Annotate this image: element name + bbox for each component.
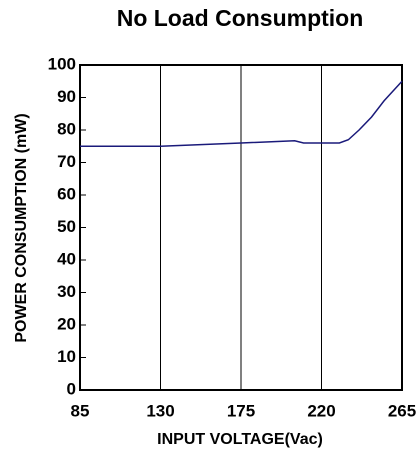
y-tick-label: 50 [57,217,76,236]
y-tick-label: 100 [48,54,76,73]
x-tick-label: 85 [71,401,90,420]
x-tick-label: 265 [388,401,416,420]
y-tick-label: 60 [57,184,76,203]
y-axis-label: POWER CONSUMPTION (mW) [13,113,30,342]
y-tick-label: 20 [57,314,76,333]
y-tick-label: 90 [57,87,76,106]
y-tick-label: 30 [57,282,76,301]
data-line [80,80,403,147]
y-tick-label: 0 [67,379,76,398]
x-tick-label: 175 [227,401,255,420]
chart-title: No Load Consumption [117,5,364,31]
x-tick-label: 220 [307,401,335,420]
y-tick-label: 80 [57,119,76,138]
y-tick-label: 40 [57,249,76,268]
x-axis-label: INPUT VOLTAGE(Vac) [157,431,323,448]
y-tick-label: 70 [57,152,76,171]
y-tick-label: 10 [57,347,76,366]
x-tick-label: 130 [146,401,174,420]
plot-frame [79,64,403,391]
